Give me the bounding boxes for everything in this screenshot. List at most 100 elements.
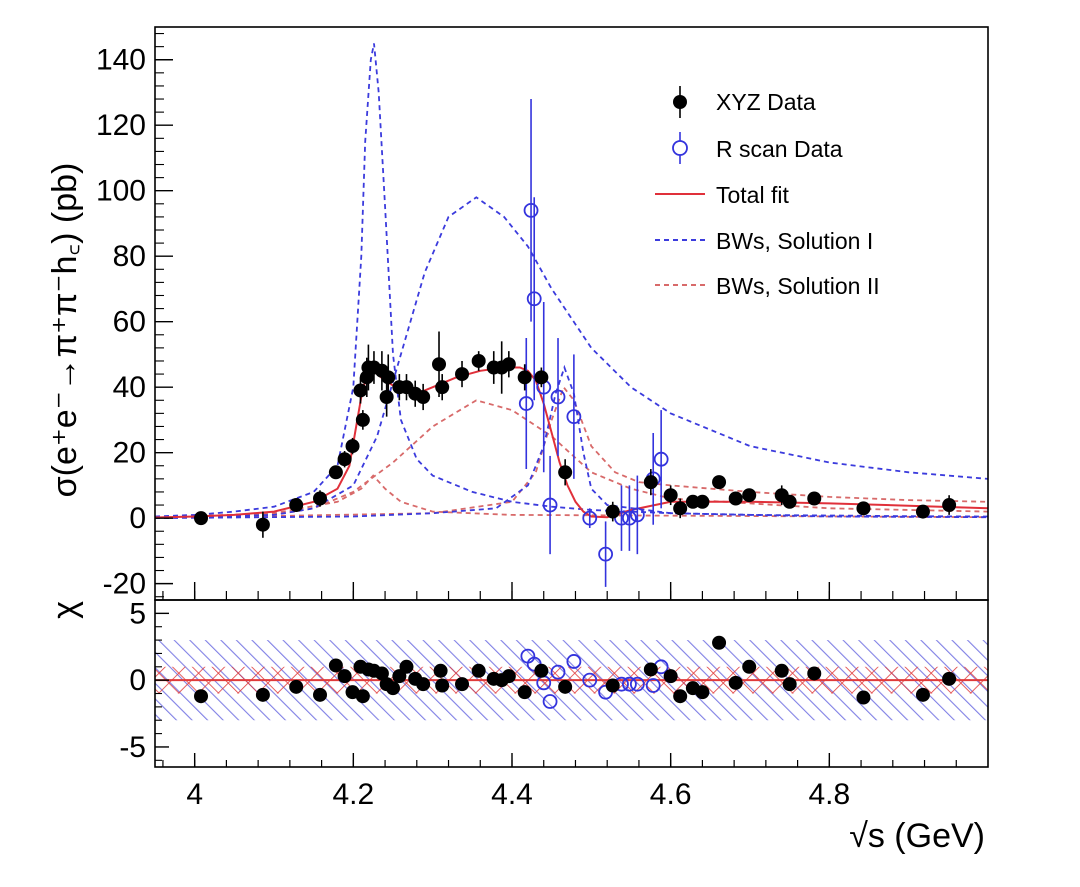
xyz-chi-point — [605, 678, 620, 693]
xyz-point — [381, 370, 396, 385]
bottom-plot-frame — [154, 599, 989, 768]
y-axis-label-top: σ(e⁺e⁻→π⁺π⁻h꜀) (pb) — [46, 163, 84, 498]
x-tick-label: 4.2 — [332, 778, 374, 811]
y-top-tick-label: 120 — [96, 109, 146, 142]
legend-label-total-fit: Total fit — [716, 182, 789, 208]
xyz-chi-point — [386, 681, 400, 696]
xyz-point — [501, 357, 516, 372]
rscan-chi-point — [622, 676, 637, 692]
legend-label-xyz: XYZ Data — [716, 89, 816, 115]
rscan-point — [622, 510, 637, 526]
rscan-chi-point — [582, 672, 598, 688]
xyz-point — [328, 465, 343, 480]
xyz-point — [712, 475, 727, 490]
sol1-curve-2 — [155, 364, 988, 519]
legend-entry-rscan: R scan Data — [672, 132, 843, 164]
xyz-point — [379, 389, 394, 404]
xyz-chi-point — [663, 669, 678, 684]
xyz-point — [313, 491, 328, 506]
xyz-point — [782, 494, 797, 509]
xyz-chi-point — [517, 685, 532, 700]
sol2-curve-1 — [155, 399, 988, 519]
sol2-curve-2 — [155, 385, 988, 519]
y-top-tick-label: 20 — [113, 437, 146, 470]
xyz-chi-point — [471, 663, 486, 678]
xyz-point — [432, 357, 447, 372]
sol1-curve-0 — [155, 43, 988, 518]
x-tick-label: 4.4 — [491, 778, 533, 811]
axes: 4 4.2 4.4 4.6 4.8 -20 0 20 40 60 80 100 120 140 -5 0 5 — [96, 32, 957, 811]
xyz-chi-point — [774, 663, 789, 678]
y-bottom-tick-label: 0 — [129, 664, 146, 697]
xyz-point — [605, 504, 620, 519]
xyz-chi-point — [313, 687, 328, 702]
xyz-point — [416, 389, 431, 404]
legend-entry-xyz: XYZ Data — [673, 86, 816, 118]
xyz-chi-point — [712, 635, 727, 650]
legend-label-solution-1: BWs, Solution I — [716, 228, 873, 254]
y-top-tick-label: -20 — [103, 568, 146, 601]
xyz-chi-point — [915, 687, 930, 702]
total-fit-curve — [155, 366, 988, 519]
rscan-chi-point — [645, 678, 661, 693]
xyz-chi-point — [194, 689, 209, 704]
xyz-point — [534, 370, 549, 385]
rscan-chi-point — [542, 694, 558, 709]
xyz-point — [517, 370, 532, 385]
fit-curves — [155, 43, 988, 519]
xyz-chi-point — [673, 689, 688, 704]
sol1-curve-1 — [155, 196, 988, 519]
xyz-chi-point — [782, 677, 797, 692]
y-top-tick-label: 80 — [113, 240, 146, 273]
xyz-chi-point — [643, 662, 658, 677]
data-points-bottom — [194, 635, 957, 709]
xyz-point — [856, 501, 871, 516]
y-top-tick-label: 0 — [129, 502, 146, 535]
legend: XYZ Data R scan Data Total fit BWs, Solu… — [655, 86, 880, 299]
legend-entry-total-fit: Total fit — [655, 182, 789, 208]
rscan-point — [526, 291, 542, 307]
rscan-chi-point — [566, 654, 582, 669]
xyz-chi-point — [435, 678, 450, 693]
xyz-chi-point — [942, 671, 957, 686]
xyz-chi-point — [742, 659, 757, 674]
xyz-chi-point — [337, 669, 352, 684]
xyz-chi-point — [328, 658, 343, 673]
xyz-chi-point — [558, 679, 573, 694]
xyz-point — [255, 517, 270, 532]
xyz-chi-point — [534, 663, 549, 678]
xyz-point — [742, 488, 757, 503]
rscan-point — [598, 546, 614, 562]
xyz-point — [355, 412, 370, 427]
rscan-chi-point — [629, 676, 645, 692]
legend-entry-solution-2: BWs, Solution II — [655, 273, 880, 299]
legend-label-rscan: R scan Data — [716, 136, 843, 162]
xyz-point — [289, 498, 304, 513]
xyz-chi-point — [416, 677, 431, 692]
rscan-chi-point — [550, 664, 566, 680]
xyz-chi-point — [289, 679, 304, 694]
xyz-point — [942, 498, 957, 513]
rscan-point — [518, 396, 534, 411]
legend-entry-solution-1: BWs, Solution I — [655, 228, 873, 254]
xyz-chi-point — [433, 663, 448, 678]
xyz-chi-point — [728, 675, 743, 690]
xyz-chi-point — [501, 669, 516, 684]
xyz-point — [728, 491, 743, 506]
xyz-point — [663, 488, 678, 503]
xyz-chi-point — [695, 685, 710, 700]
xyz-point — [471, 353, 486, 368]
xyz-chi-point — [355, 689, 370, 704]
x-tick-label: 4.8 — [808, 778, 850, 811]
y-top-tick-label: 100 — [96, 175, 146, 208]
xyz-chi-point — [399, 659, 414, 674]
data-points-top — [194, 99, 957, 587]
xyz-point — [337, 452, 352, 467]
xyz-point — [695, 494, 710, 509]
xyz-point — [435, 380, 450, 395]
rscan-point — [653, 451, 669, 467]
y-top-tick-label: 60 — [113, 306, 146, 339]
xyz-chi-point — [856, 690, 871, 705]
xyz-chi-point — [374, 666, 389, 681]
